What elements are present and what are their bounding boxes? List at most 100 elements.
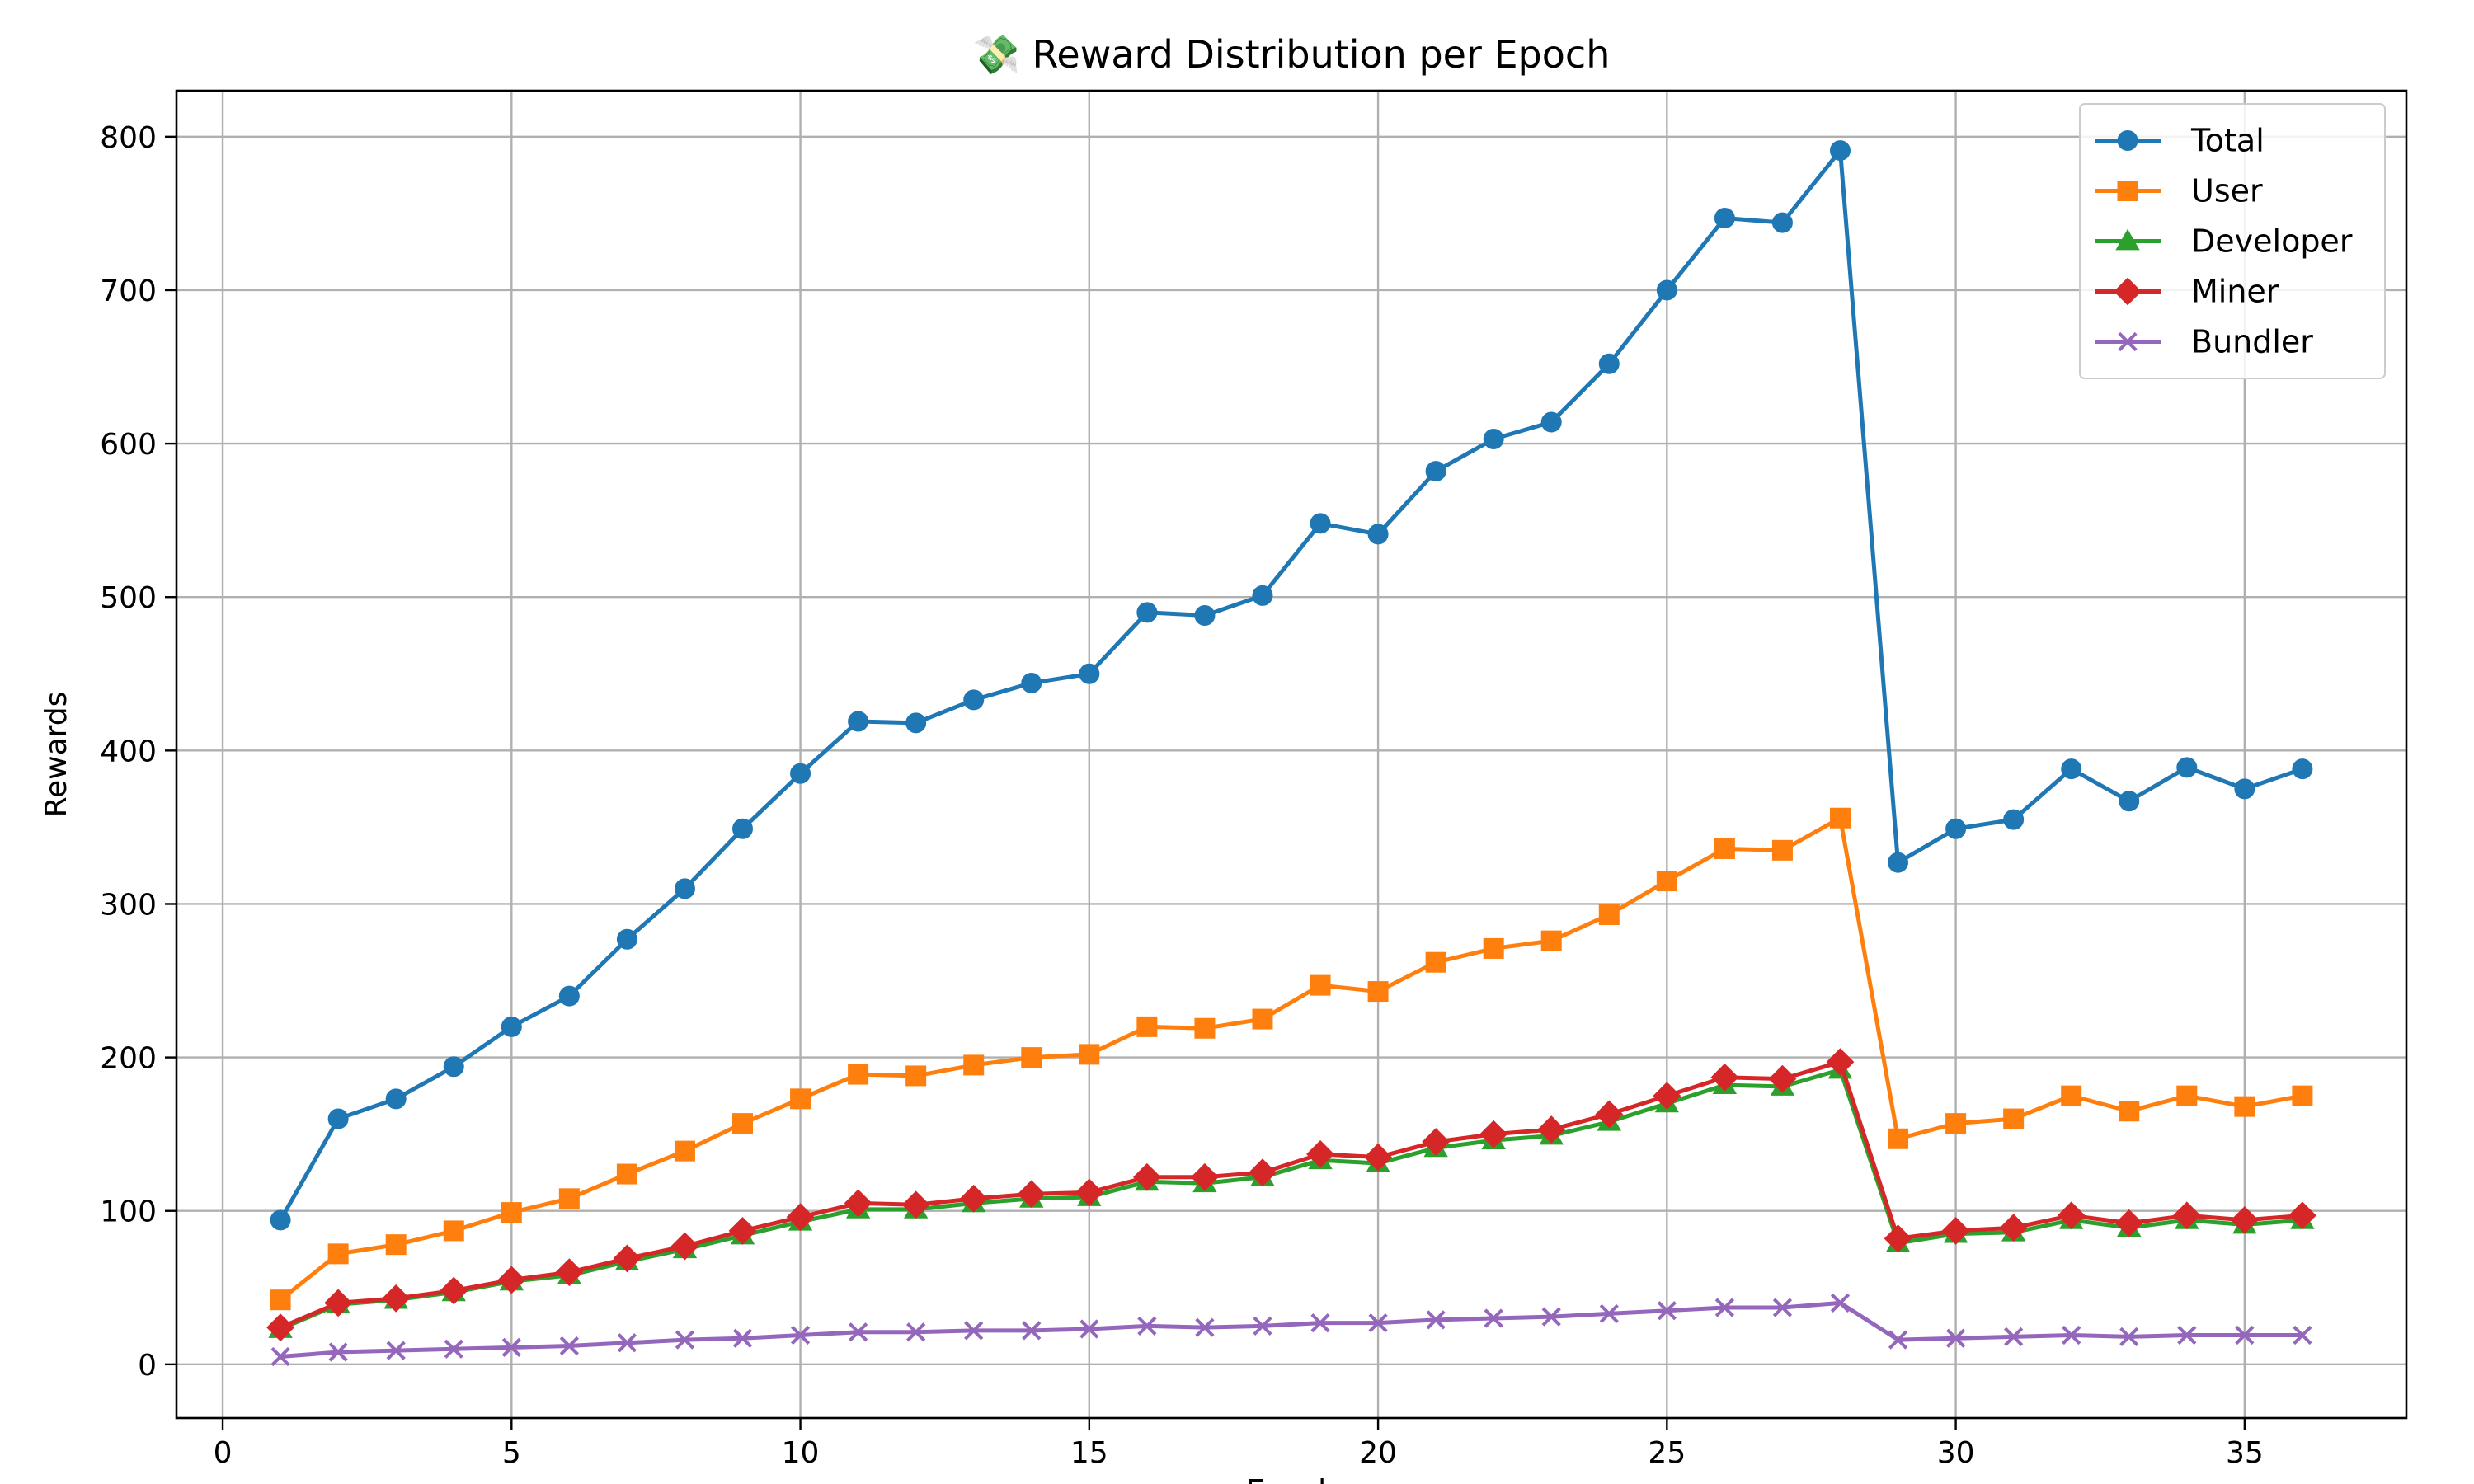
data-point-total xyxy=(848,711,869,732)
data-point-total xyxy=(1945,818,1967,839)
data-point-bundler xyxy=(2177,1325,2197,1345)
data-point-bundler xyxy=(617,1333,637,1353)
data-point-bundler xyxy=(1368,1313,1388,1333)
data-point-total xyxy=(1829,140,1851,162)
data-point-user xyxy=(270,1289,291,1311)
data-point-miner xyxy=(497,1266,526,1294)
legend-label-miner: Miner xyxy=(2191,274,2279,310)
data-point-user xyxy=(2061,1085,2082,1106)
legend-entry-developer: Developer xyxy=(2095,223,2353,260)
legend-entry-total: Total xyxy=(2095,123,2265,159)
legend-box xyxy=(2079,103,2386,379)
data-point-bundler xyxy=(386,1341,406,1360)
data-point-bundler xyxy=(1657,1301,1677,1321)
data-point-total xyxy=(905,712,927,734)
data-point-miner xyxy=(1768,1064,1797,1093)
data-point-total xyxy=(1771,212,1793,233)
legend-marker-bundler xyxy=(2118,331,2138,352)
x-tick-label: 5 xyxy=(502,1436,521,1470)
data-point-user xyxy=(848,1064,869,1085)
data-point-user xyxy=(963,1054,985,1076)
data-point-miner xyxy=(1132,1162,1161,1191)
axis-ticks: 0 5 10 15 20 25 30 35 0 100 200 300 400 500 600 700 800 xyxy=(100,121,2263,1470)
data-point-bundler xyxy=(1484,1308,1503,1328)
data-point-total xyxy=(443,1056,464,1078)
data-point-user xyxy=(2119,1101,2140,1122)
data-point-bundler xyxy=(1426,1310,1446,1330)
data-point-miner xyxy=(1017,1180,1046,1209)
data-point-bundler xyxy=(2004,1327,2024,1346)
legend-marker-developer xyxy=(2115,228,2140,251)
data-point-miner xyxy=(1364,1143,1392,1172)
data-point-bundler xyxy=(1945,1328,1966,1348)
data-point-user xyxy=(1656,871,1677,892)
data-point-user xyxy=(385,1234,407,1256)
data-point-bundler xyxy=(1195,1317,1215,1337)
data-point-total xyxy=(1888,852,1909,873)
data-point-total xyxy=(501,1016,522,1037)
y-tick-label: 500 xyxy=(100,581,157,615)
data-point-miner xyxy=(844,1189,872,1218)
data-point-bundler xyxy=(1310,1313,1330,1333)
data-point-user xyxy=(1829,807,1851,829)
data-point-miner xyxy=(1826,1048,1855,1077)
x-tick-label: 15 xyxy=(1070,1436,1108,1470)
data-point-miner xyxy=(555,1258,584,1287)
data-point-total xyxy=(2176,757,2198,778)
data-point-bundler xyxy=(1772,1298,1793,1317)
legend-entry-bundler: Bundler xyxy=(2095,324,2313,360)
y-tick-label: 300 xyxy=(100,888,157,922)
data-point-bundler xyxy=(1599,1303,1619,1324)
data-point-user xyxy=(1136,1016,1158,1037)
data-point-user xyxy=(558,1188,580,1209)
data-point-total xyxy=(732,818,754,839)
data-point-bundler xyxy=(2062,1325,2081,1345)
data-point-miner xyxy=(382,1284,411,1313)
legend-entry-miner: Miner xyxy=(2095,274,2279,310)
legend-label-bundler: Bundler xyxy=(2191,324,2313,360)
data-point-user xyxy=(501,1202,522,1223)
data-point-user xyxy=(790,1088,811,1110)
data-point-total xyxy=(674,878,695,899)
series-user xyxy=(270,807,2313,1311)
data-point-user xyxy=(1194,1017,1216,1039)
data-point-miner xyxy=(613,1244,642,1273)
data-point-total xyxy=(1656,279,1677,301)
legend-label-total: Total xyxy=(2190,123,2265,159)
data-point-total xyxy=(1310,513,1331,534)
data-point-user xyxy=(1888,1128,1909,1149)
data-point-miner xyxy=(901,1190,930,1219)
data-point-total xyxy=(1367,524,1389,545)
data-point-bundler xyxy=(1137,1316,1157,1336)
data-point-miner xyxy=(1941,1217,1970,1245)
data-point-user xyxy=(1483,937,1504,959)
data-point-user xyxy=(1945,1113,1967,1134)
data-point-miner xyxy=(1075,1178,1103,1207)
data-point-bundler xyxy=(1079,1319,1099,1339)
data-point-miner xyxy=(1479,1120,1508,1148)
data-point-total xyxy=(1714,207,1735,228)
data-point-miner xyxy=(440,1276,468,1305)
data-point-bundler xyxy=(270,1346,290,1367)
data-point-miner xyxy=(1710,1063,1739,1092)
data-point-miner xyxy=(2172,1201,2201,1230)
data-point-bundler xyxy=(2119,1327,2139,1346)
data-point-total xyxy=(2061,758,2082,780)
data-point-miner xyxy=(2057,1201,2086,1230)
data-point-user xyxy=(1310,974,1331,996)
data-point-miner xyxy=(1306,1139,1334,1168)
y-tick-label: 0 xyxy=(138,1349,157,1383)
data-point-total xyxy=(1021,672,1042,693)
data-point-bundler xyxy=(1888,1330,1908,1350)
data-point-bundler xyxy=(1253,1316,1272,1336)
data-point-total xyxy=(1079,663,1100,684)
data-point-bundler xyxy=(444,1339,463,1359)
series-total xyxy=(270,140,2313,1231)
data-point-total xyxy=(790,763,811,784)
data-point-miner xyxy=(324,1289,353,1317)
data-point-miner xyxy=(266,1313,295,1342)
data-point-total xyxy=(327,1108,349,1129)
data-point-bundler xyxy=(501,1337,521,1357)
data-point-bundler xyxy=(2235,1325,2255,1345)
legend-marker-miner xyxy=(2114,277,2142,306)
